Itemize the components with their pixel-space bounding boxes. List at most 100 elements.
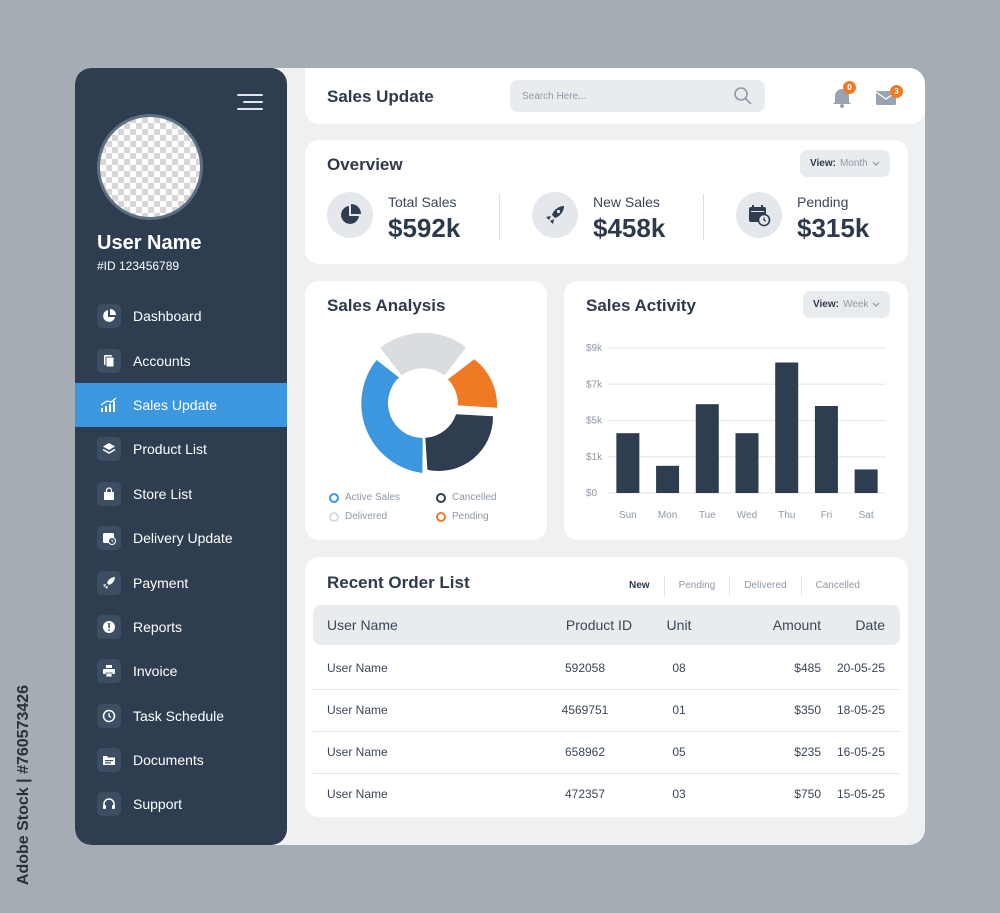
legend-cancelled: Cancelled: [436, 492, 496, 503]
cell-amount: $750: [794, 787, 821, 801]
sales-analysis-card: Sales Analysis Active Sales Cancelled De…: [305, 281, 547, 540]
legend-pending: Pending: [436, 511, 489, 522]
sidebar-item-invoice[interactable]: Invoice: [75, 649, 287, 693]
stat-divider: [703, 194, 704, 240]
cell-product-id: 472357: [564, 787, 606, 801]
layers-icon: [97, 437, 121, 462]
tab-new[interactable]: New: [629, 580, 650, 591]
cell-user: User Name: [327, 787, 388, 801]
sidebar-item-delivery-update[interactable]: Delivery Update: [75, 516, 287, 560]
sidebar-item-payment[interactable]: Payment: [75, 560, 287, 604]
headphones-icon: [97, 792, 121, 817]
legend-active-sales: Active Sales: [329, 492, 400, 503]
table-row[interactable]: User Name 472357 03 $750 15-05-25: [313, 774, 900, 816]
column-header: Date: [855, 617, 885, 633]
notification-bell-icon[interactable]: 0: [831, 81, 856, 108]
y-tick-label: $0: [586, 488, 598, 499]
bar-sat[interactable]: [854, 469, 878, 493]
menu-icon[interactable]: [237, 94, 265, 110]
shopping-bag-icon: [97, 481, 121, 506]
bar-fri[interactable]: [814, 406, 838, 493]
sidebar-item-label: Delivery Update: [133, 530, 233, 547]
cell-product-id: 658962: [564, 745, 606, 759]
page-title: Sales Update: [327, 87, 434, 106]
column-header: Product ID: [565, 617, 633, 633]
tab-pending[interactable]: Pending: [663, 576, 730, 596]
view-label: View:: [810, 158, 836, 169]
y-tick-label: $7k: [586, 379, 603, 390]
bar-sun[interactable]: [616, 433, 640, 493]
cell-unit: 01: [672, 703, 686, 717]
donut-segment-cancelled: [425, 414, 494, 471]
legend-dot: [436, 511, 446, 522]
sidebar-item-task-schedule[interactable]: Task Schedule: [75, 694, 287, 738]
search-icon[interactable]: [733, 86, 753, 106]
user-name: User Name: [97, 232, 202, 254]
stat-label: New Sales: [593, 194, 660, 210]
sidebar-item-label: Documents: [133, 752, 204, 769]
cell-unit: 08: [672, 661, 686, 675]
x-tick-label: Wed: [737, 510, 757, 521]
legend-dot: [436, 492, 446, 503]
top-header: Sales Update 0 3: [305, 68, 925, 124]
x-tick-label: Fri: [821, 510, 833, 521]
donut-segment-active-sales: [361, 360, 423, 473]
bar-mon[interactable]: [656, 465, 680, 493]
column-header: User Name: [327, 617, 398, 633]
table-row[interactable]: User Name 4569751 01 $350 18-05-25: [313, 690, 900, 732]
activity-view-select[interactable]: View: Week: [803, 291, 891, 318]
sidebar-item-label: Reports: [133, 618, 183, 635]
overview-view-select[interactable]: View: Month: [800, 150, 890, 177]
y-tick-label: $5k: [586, 416, 603, 427]
bar-wed[interactable]: [735, 433, 759, 493]
x-tick-label: Sun: [619, 510, 637, 521]
overview-title: Overview: [327, 155, 403, 174]
sidebar-item-sales-update[interactable]: Sales Update: [75, 382, 287, 428]
cell-date: 20-05-25: [836, 661, 885, 675]
sidebar-item-documents[interactable]: Documents: [75, 738, 287, 782]
cell-product-id: 592058: [564, 661, 606, 675]
sidebar-item-product-list[interactable]: Product List: [75, 427, 287, 471]
legend-delivered: Delivered: [329, 511, 387, 522]
avatar[interactable]: [97, 114, 203, 220]
sales-activity-title: Sales Activity: [586, 296, 696, 315]
recent-orders-title: Recent Order List: [327, 573, 470, 592]
folder-icon: [97, 748, 121, 773]
table-row[interactable]: User Name 658962 05 $235 16-05-25: [313, 732, 900, 774]
sidebar-item-reports[interactable]: Reports: [75, 605, 287, 649]
sidebar-item-dashboard[interactable]: Dashboard: [75, 294, 287, 338]
order-tabs: New Pending Delivered Cancelled: [615, 576, 874, 596]
sidebar-item-accounts[interactable]: Accounts: [75, 338, 287, 382]
sidebar-item-label: Dashboard: [133, 308, 202, 325]
cell-amount: $485: [794, 661, 821, 675]
stat-label: Total Sales: [388, 194, 457, 210]
sidebar-item-store-list[interactable]: Store List: [75, 472, 287, 516]
cell-unit: 03: [672, 787, 686, 801]
sidebar-item-label: Store List: [133, 485, 193, 502]
cell-amount: $235: [794, 745, 821, 759]
x-tick-label: Mon: [658, 510, 677, 521]
alert-icon: [97, 614, 121, 639]
bar-tue[interactable]: [695, 404, 719, 493]
cell-date: 15-05-25: [836, 787, 885, 801]
legend-dot: [329, 511, 339, 522]
search-input[interactable]: [510, 80, 765, 112]
sidebar: User Name #ID 123456789 Dashboard Accoun…: [75, 68, 287, 845]
bar-thu[interactable]: [775, 362, 799, 494]
document-icon: [97, 348, 121, 373]
tab-cancelled[interactable]: Cancelled: [800, 576, 874, 596]
rocket-icon: [532, 192, 578, 238]
stat-divider: [499, 194, 500, 240]
stat-label: Pending: [797, 194, 849, 210]
pie-chart-icon: [327, 192, 373, 238]
sidebar-item-support[interactable]: Support: [75, 782, 287, 826]
tab-delivered[interactable]: Delivered: [729, 576, 800, 596]
donut-segment-delivered: [380, 332, 467, 376]
cell-amount: $350: [794, 703, 821, 717]
stat-value: $315k: [797, 213, 870, 243]
legend-dot: [329, 492, 339, 503]
mail-icon[interactable]: 3: [875, 85, 903, 106]
donut-segment-pending: [447, 359, 498, 408]
table-row[interactable]: User Name 592058 08 $485 20-05-25: [313, 648, 900, 690]
recent-orders-card: Recent Order List New Pending Delivered …: [305, 557, 908, 817]
